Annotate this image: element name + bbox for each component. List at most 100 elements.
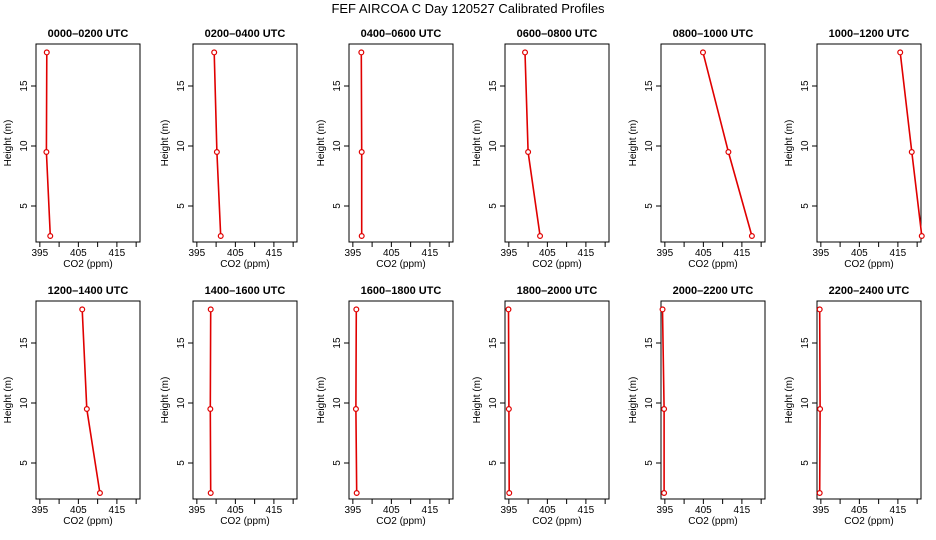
panel-title: 2000–2200 UTC	[673, 285, 754, 297]
y-axis-label: Height (m)	[628, 377, 639, 424]
x-tick-label: 405	[539, 248, 556, 259]
data-point	[918, 233, 925, 240]
x-tick-label: 405	[383, 248, 400, 259]
data-point	[661, 406, 668, 413]
y-tick-label: 5	[332, 203, 343, 209]
y-tick-label: 15	[176, 80, 187, 92]
data-point	[352, 406, 359, 413]
plot-frame	[504, 300, 610, 500]
y-axis-label: Height (m)	[472, 120, 483, 167]
y-tick-label: 10	[488, 397, 499, 409]
x-tick-label: 395	[345, 505, 362, 516]
data-point	[661, 490, 668, 497]
data-point	[43, 149, 50, 156]
x-tick-label: 395	[657, 248, 674, 259]
profile-line	[213, 52, 222, 237]
page-title: FEF AIRCOA C Day 120527 Calibrated Profi…	[331, 1, 605, 16]
data-point	[353, 306, 360, 313]
y-tick-label: 15	[488, 337, 499, 349]
profile-line	[702, 52, 753, 237]
panel-title: 0600–0800 UTC	[517, 28, 598, 40]
x-tick-label: 405	[539, 505, 556, 516]
panel-title: 0000–0200 UTC	[48, 28, 129, 40]
data-point	[699, 49, 706, 56]
y-tick-label: 5	[644, 203, 655, 209]
data-point	[505, 406, 512, 413]
y-tick-label: 10	[176, 397, 187, 409]
plot-frame	[816, 43, 922, 243]
data-point	[358, 233, 365, 240]
plot-frame	[816, 300, 922, 500]
x-axis-label: CO2 (ppm)	[844, 259, 893, 270]
y-axis-label: Height (m)	[3, 120, 14, 167]
x-tick-label: 395	[189, 248, 206, 259]
x-tick-label: 415	[109, 505, 126, 516]
profile-line	[355, 309, 358, 494]
data-point	[816, 306, 823, 313]
profile-line	[899, 52, 923, 237]
x-axis-label: CO2 (ppm)	[376, 259, 425, 270]
x-tick-label: 395	[32, 248, 49, 259]
y-axis-label: Height (m)	[784, 120, 795, 167]
panel-title: 0800–1000 UTC	[673, 28, 754, 40]
y-tick-label: 5	[176, 460, 187, 466]
plot-frame	[35, 43, 141, 243]
x-tick-label: 415	[422, 505, 439, 516]
y-tick-label: 10	[19, 140, 30, 152]
profile-line	[81, 309, 101, 494]
profile-line	[661, 309, 665, 493]
y-tick-label: 5	[800, 203, 811, 209]
y-tick-label: 10	[644, 140, 655, 152]
plot-frame	[192, 300, 298, 500]
panel-title: 0400–0600 UTC	[361, 28, 442, 40]
panel-title: 0200–0400 UTC	[205, 28, 286, 40]
y-tick-label: 15	[19, 80, 30, 92]
panel-title: 2200–2400 UTC	[829, 285, 910, 297]
y-axis-label: Height (m)	[628, 120, 639, 167]
x-tick-label: 405	[695, 505, 712, 516]
y-tick-label: 10	[332, 397, 343, 409]
data-point	[748, 233, 755, 240]
x-axis-label: CO2 (ppm)	[688, 259, 737, 270]
y-tick-label: 5	[488, 460, 499, 466]
y-tick-label: 5	[800, 460, 811, 466]
data-point	[43, 49, 50, 56]
data-point	[506, 490, 513, 497]
y-axis-label: Height (m)	[316, 377, 327, 424]
y-tick-label: 15	[644, 337, 655, 349]
x-tick-label: 405	[695, 248, 712, 259]
data-point	[537, 233, 544, 240]
data-point	[47, 233, 54, 240]
x-axis-label: CO2 (ppm)	[532, 259, 581, 270]
y-tick-label: 5	[488, 203, 499, 209]
data-point	[505, 306, 512, 313]
y-tick-label: 5	[332, 460, 343, 466]
y-tick-label: 10	[644, 397, 655, 409]
y-tick-label: 15	[19, 337, 30, 349]
y-axis-label: Height (m)	[316, 120, 327, 167]
x-tick-label: 415	[266, 505, 283, 516]
data-point	[217, 233, 224, 240]
x-tick-label: 395	[813, 248, 830, 259]
data-point	[207, 306, 214, 313]
y-axis-label: Height (m)	[784, 377, 795, 424]
data-point	[353, 490, 360, 497]
plot-frame	[504, 43, 610, 243]
data-point	[897, 49, 904, 56]
y-tick-label: 10	[800, 397, 811, 409]
x-axis-label: CO2 (ppm)	[376, 516, 425, 527]
y-tick-label: 10	[488, 140, 499, 152]
x-tick-label: 415	[890, 505, 907, 516]
x-tick-label: 395	[501, 248, 518, 259]
x-tick-label: 405	[227, 505, 244, 516]
data-point	[358, 149, 365, 156]
y-axis-label: Height (m)	[160, 377, 171, 424]
data-point	[213, 149, 220, 156]
